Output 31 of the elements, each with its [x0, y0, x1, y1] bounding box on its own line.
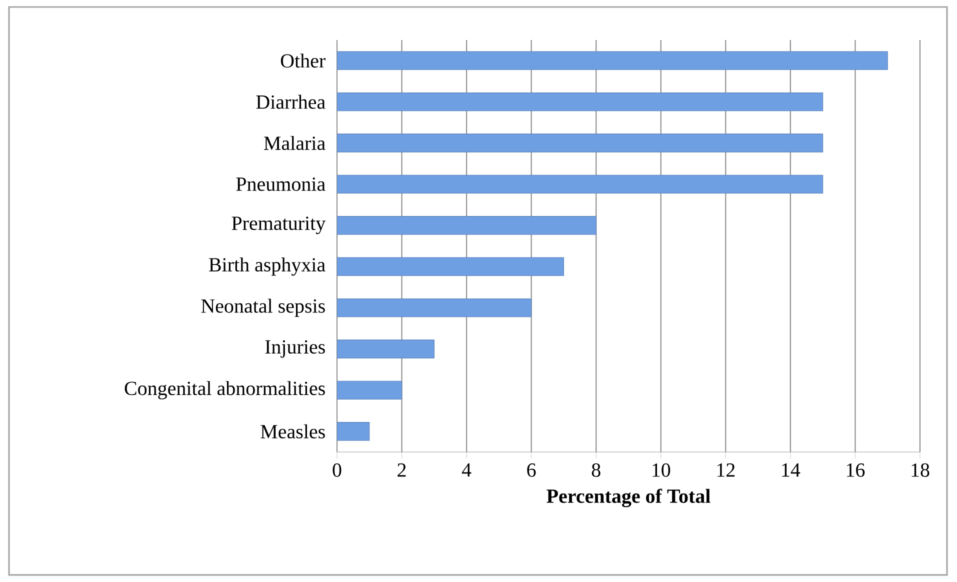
bar — [337, 422, 370, 441]
x-tick-label: 6 — [527, 463, 536, 477]
x-tick-label: 14 — [782, 463, 800, 477]
y-tick-label: Diarrhea — [256, 94, 326, 109]
bar — [337, 340, 434, 358]
bar — [337, 92, 824, 112]
x-tick-label: 16 — [846, 463, 865, 477]
x-tick-label: 2 — [398, 463, 406, 477]
y-tick-label: Other — [280, 54, 326, 68]
y-tick-label: Neonatal sepsis — [201, 298, 325, 317]
bar — [337, 51, 888, 70]
y-tick-label: Measles — [260, 424, 325, 438]
y-tick-label: Malaria — [264, 136, 326, 150]
x-tick-label: 10 — [652, 463, 670, 477]
x-tick-label: 12 — [717, 463, 735, 477]
bar — [337, 257, 564, 276]
x-tick-label: 18 — [912, 463, 930, 477]
y-tick-label: Birth asphyxia — [209, 258, 326, 276]
bar — [337, 298, 532, 318]
bar — [337, 216, 596, 235]
x-tick-label: 8 — [592, 463, 600, 477]
x-tick-label: 0 — [332, 463, 342, 477]
y-tick-label: Injuries — [265, 340, 325, 358]
bar — [337, 134, 824, 152]
y-tick-label: Pneumonia — [236, 177, 326, 191]
bar — [337, 380, 402, 400]
x-axis-title: Percentage of Total — [546, 488, 710, 508]
bar — [337, 174, 824, 194]
y-tick-label: Prematurity — [232, 216, 326, 234]
y-tick-label: Congenital abnormalities — [124, 381, 325, 400]
x-tick-label: 4 — [462, 463, 472, 477]
